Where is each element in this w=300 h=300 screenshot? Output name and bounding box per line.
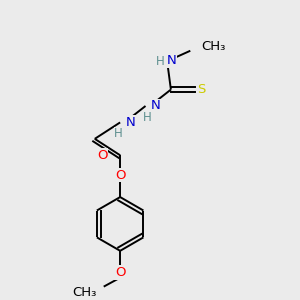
Text: H: H [114,127,123,140]
Text: H: H [142,111,152,124]
Text: CH₃: CH₃ [201,40,225,53]
Text: CH₃: CH₃ [72,286,96,298]
Text: S: S [197,83,206,96]
Text: O: O [115,169,125,182]
Text: O: O [115,266,125,279]
Text: O: O [97,148,107,162]
Text: N: N [125,116,135,129]
Text: N: N [151,100,160,112]
Text: H: H [156,55,165,68]
Text: N: N [167,54,176,67]
